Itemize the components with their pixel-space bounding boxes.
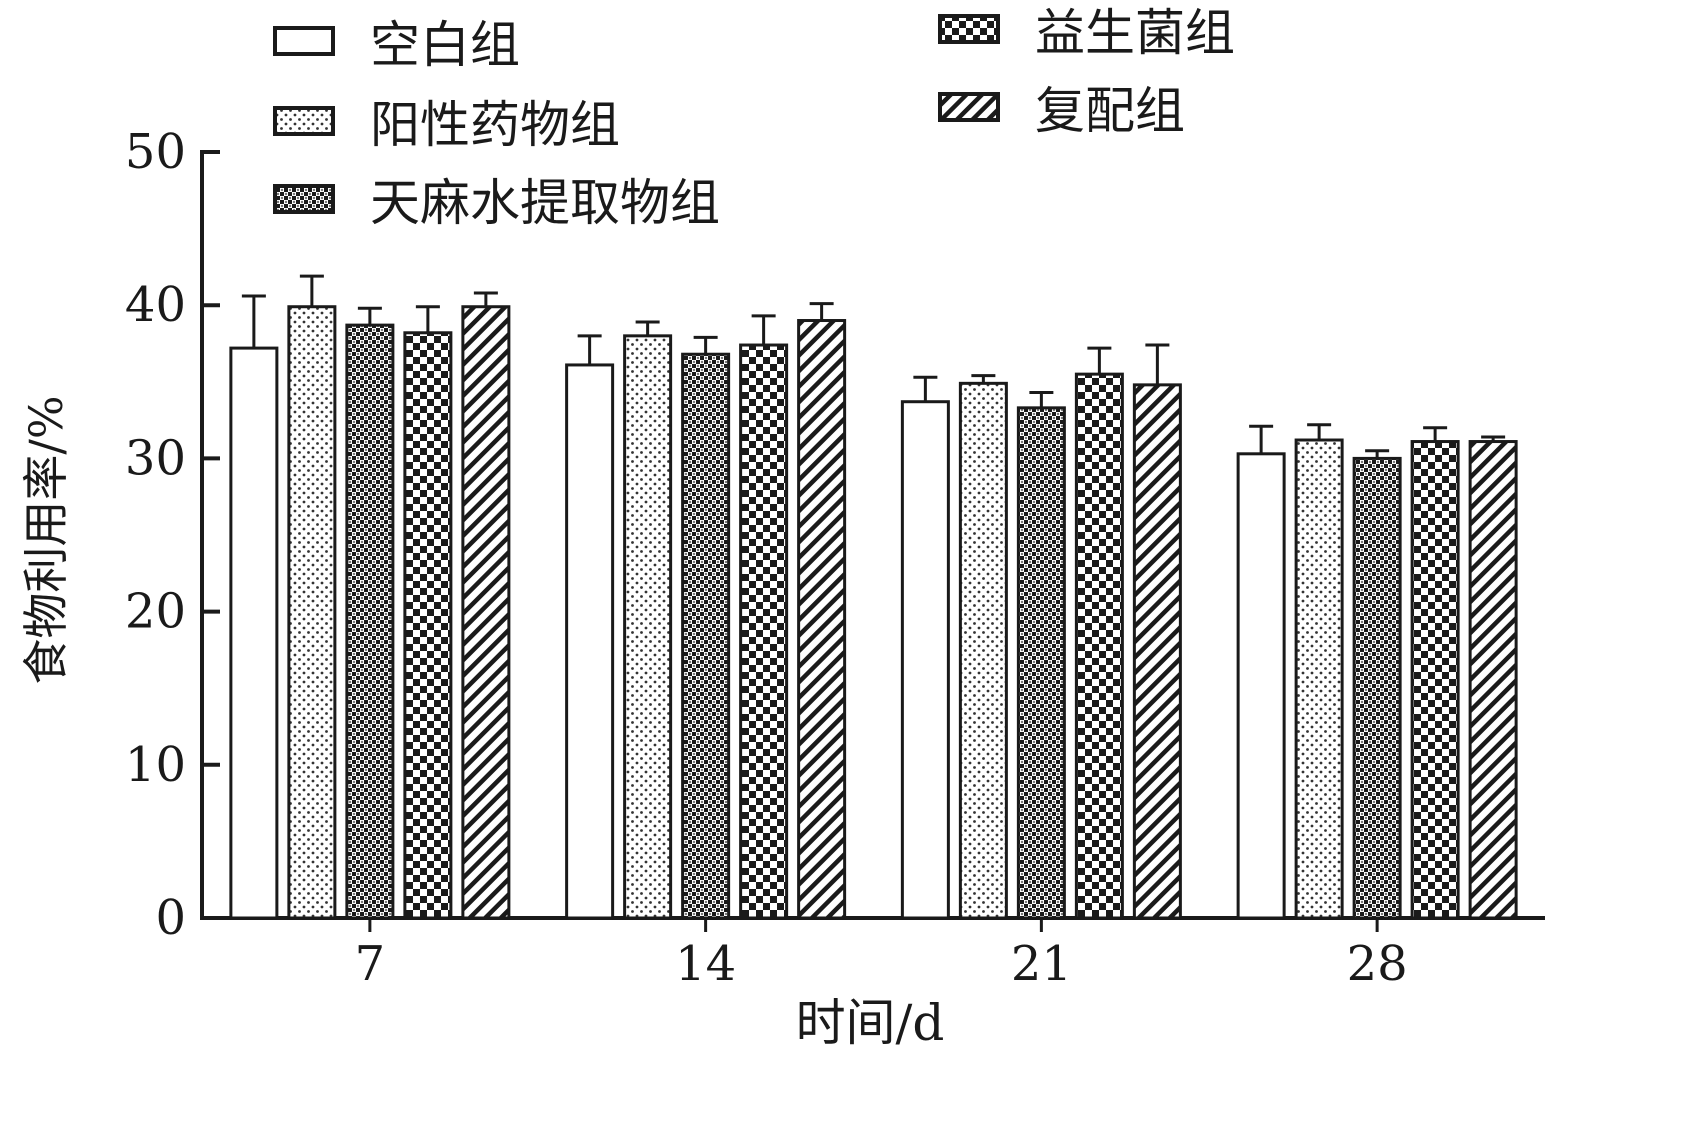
x-tick-label: 14 [675,936,736,992]
y-tick-label: 30 [125,430,186,486]
bar [345,323,395,920]
legend-swatch [938,92,1000,122]
x-axis-title: 时间/d [796,994,945,1052]
x-tick-label: 28 [1347,936,1408,992]
y-tick-label: 40 [125,277,186,333]
bar [1016,406,1066,920]
axes: 0 10 20 30 40 50 7 14 21 28 [125,124,1545,992]
bar [229,346,279,920]
bar [287,305,337,920]
y-tick-label: 0 [155,890,186,946]
x-tick-label: 7 [355,936,386,992]
y-tick-label: 50 [125,124,186,180]
bar [461,305,511,920]
y-tick-label: 10 [125,737,186,793]
bar [797,319,847,920]
bar [958,381,1008,920]
legend-swatch [273,184,335,214]
bar [1074,372,1124,920]
y-axis-title: 食物利用率/% [19,395,73,684]
bar [681,352,731,920]
legend-swatch [938,14,1000,44]
bars [229,274,1518,920]
legend-label: 益生菌组 [1035,4,1235,62]
y-tick-label: 20 [125,584,186,640]
bar [1410,440,1460,920]
bar [1236,452,1286,920]
bar [1132,383,1182,920]
bar [1294,438,1344,920]
legend-label: 阳性药物组 [370,96,620,154]
bar [1352,456,1402,920]
legend-swatch [273,26,335,56]
axis-labels: 时间/d 食物利用率/% [19,395,944,1052]
legend-label: 空白组 [370,16,520,74]
bar [739,343,789,920]
x-tick-label: 21 [1011,936,1072,992]
legend-swatch [273,106,335,136]
bar [623,334,673,920]
bar [403,331,453,920]
bar [565,363,615,920]
bar [900,400,950,920]
legend-label: 复配组 [1035,82,1185,140]
bar [1468,440,1518,920]
legend-label: 天麻水提取物组 [370,174,720,232]
